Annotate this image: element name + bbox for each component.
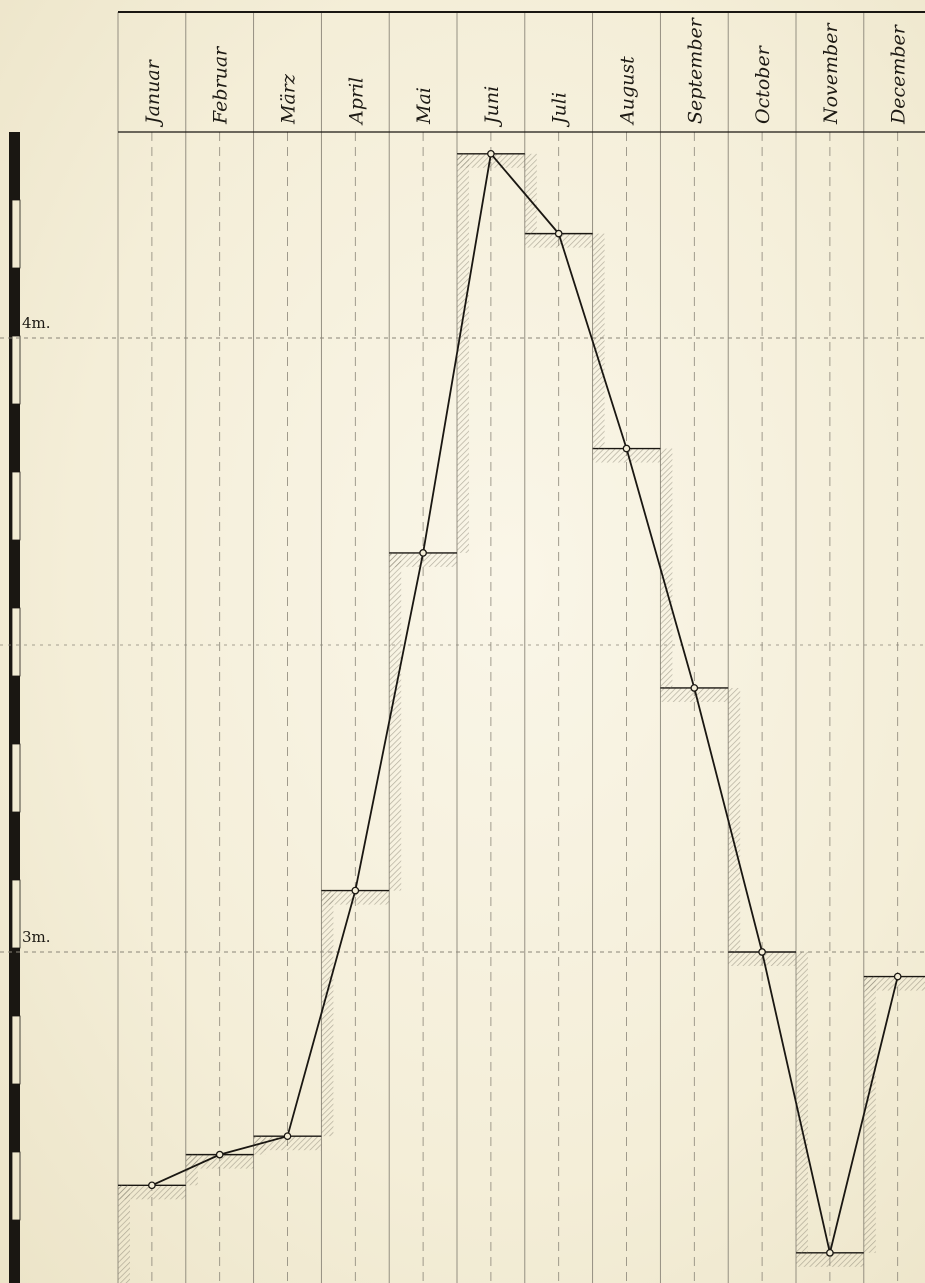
scale-bar-segment xyxy=(12,268,20,336)
scale-bar-segment xyxy=(12,1220,20,1283)
level-lines: 3m. 4m. xyxy=(0,314,925,953)
scale-bar-outline xyxy=(9,132,12,1283)
step-riser-shade xyxy=(457,153,469,553)
data-point xyxy=(893,972,902,981)
month-label: März xyxy=(278,73,300,125)
monthly-steps xyxy=(118,153,925,1283)
step-shade xyxy=(321,890,390,905)
data-point xyxy=(215,1150,224,1159)
step-shade xyxy=(118,1185,186,1200)
data-point xyxy=(419,549,427,557)
step-shade xyxy=(457,153,525,168)
series-line xyxy=(151,151,899,1254)
month-label: April xyxy=(345,77,367,126)
scale-bar-segment xyxy=(12,404,20,472)
step-riser-shade xyxy=(321,890,334,1137)
month-label: November xyxy=(820,22,842,125)
step-riser-shade xyxy=(728,687,741,952)
month-label: December xyxy=(888,23,910,125)
step-shade xyxy=(185,1154,254,1169)
scale-bar-segment xyxy=(12,1084,20,1152)
data-point xyxy=(487,149,495,158)
scale-bar-segment xyxy=(11,199,21,269)
step-shade xyxy=(389,552,457,567)
step-riser-shade xyxy=(592,233,605,449)
step-shade xyxy=(592,448,661,463)
data-point xyxy=(351,886,360,895)
scale-bar-segment xyxy=(11,335,21,405)
step-riser-shade xyxy=(253,1136,266,1155)
vertical-scale-bar xyxy=(9,132,21,1283)
step-riser-shade xyxy=(389,552,402,891)
step-shade xyxy=(524,233,593,248)
month-label: Februar xyxy=(210,45,232,125)
step-shade xyxy=(728,952,796,966)
scale-bar-segment xyxy=(11,1151,21,1221)
step-shade xyxy=(253,1136,322,1151)
step-riser-shade xyxy=(863,976,876,1253)
step-riser-shade xyxy=(796,952,808,1253)
scale-bar-segment xyxy=(12,676,20,744)
scale-bar-segment xyxy=(12,540,20,608)
data-point xyxy=(826,1249,834,1257)
data-point xyxy=(554,229,563,238)
data-point xyxy=(758,948,766,956)
level-label: 4m. xyxy=(22,314,51,332)
month-label: Juli xyxy=(549,92,571,128)
scale-bar-segment xyxy=(11,879,21,949)
level-label: 3m. xyxy=(22,928,51,946)
step-riser-shade xyxy=(660,448,673,688)
month-header: Januar Februar März April Mai Juni Juli August S… xyxy=(118,11,925,133)
data-point xyxy=(148,1181,156,1190)
series-polyline xyxy=(151,151,899,1254)
scale-bar-segment xyxy=(11,743,21,813)
scale-bar-segment xyxy=(11,471,21,541)
step-riser-shade xyxy=(185,1154,198,1186)
month-label: Januar xyxy=(142,58,164,128)
scale-bar-segment xyxy=(12,812,20,880)
scale-bar-segment xyxy=(11,1015,21,1085)
month-label: Juni xyxy=(481,86,503,128)
scale-bar-segment xyxy=(12,948,20,1016)
data-point xyxy=(283,1132,292,1141)
month-label: September xyxy=(684,16,706,124)
data-point xyxy=(690,684,699,692)
data-point xyxy=(622,444,631,453)
month-label: October xyxy=(752,44,774,124)
step-riser-shade xyxy=(524,153,537,234)
step-shade xyxy=(660,687,729,702)
data-points xyxy=(148,149,902,1257)
scale-bar-segment xyxy=(11,607,21,677)
step-shade xyxy=(796,1252,864,1267)
scale-bar-segment xyxy=(12,132,20,200)
month-label: August xyxy=(617,56,639,126)
grid xyxy=(117,12,899,1283)
step-shade xyxy=(863,976,925,991)
month-label: Mai xyxy=(413,87,435,125)
first-step-edge xyxy=(118,1185,130,1283)
